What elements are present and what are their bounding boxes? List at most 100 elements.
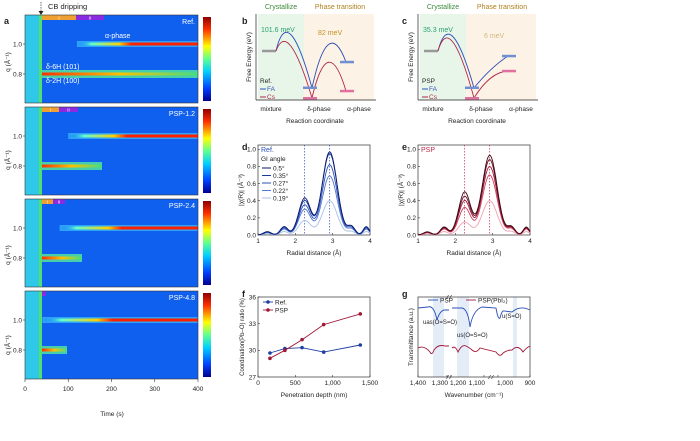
legend-marker: [266, 300, 270, 304]
ytick-label: 0.8: [13, 163, 22, 170]
cs-alpha-level: [340, 89, 354, 93]
panel-b-energy-diagram: Crystallize Phase transition Free Energy (…: [246, 4, 376, 125]
xtick-label: 4: [528, 238, 532, 245]
barrier-2-value: 82 meV: [318, 30, 342, 37]
series-line: [269, 313, 361, 359]
legend-fa: FA: [429, 86, 438, 93]
crystallize-title: Crystallize: [427, 4, 459, 11]
xtick-label: 1,200: [450, 380, 467, 387]
xtick-label: 3: [331, 238, 335, 245]
series-line: [257, 151, 371, 236]
heatmap-frame: [24, 14, 199, 104]
ytick-label: 27: [249, 374, 257, 381]
barrier-1-value: 101.6 meV: [261, 27, 295, 34]
plot-frame: [417, 296, 531, 378]
annotation-us: us(O=S=O): [457, 333, 488, 339]
ytick-label: 0.8: [247, 164, 256, 171]
x-category: mixture: [260, 106, 282, 113]
stage-i-bar: [42, 107, 59, 112]
annotation-u-s-o: u(S=O): [502, 314, 522, 320]
colorbar: [203, 109, 211, 193]
sample-tag: PSP: [421, 147, 435, 154]
heatmap-background: [25, 291, 198, 379]
x-axis-label: Radial distance (Å): [447, 248, 502, 257]
crystallize-title: Crystallize: [265, 4, 297, 11]
xtick-label: 2: [454, 238, 458, 245]
legend-title: Ref.: [260, 78, 272, 85]
xtick-label: 400: [193, 386, 204, 393]
legend-entry: 0.5°: [273, 164, 285, 172]
data-point: [358, 343, 363, 347]
xtick-label: 1,000: [497, 380, 514, 387]
x-axis-label: Radial distance (Å): [287, 248, 342, 257]
y-axis-label: Coordination(Pb–O) ratio (%): [240, 298, 246, 376]
ytick-label: 36: [249, 294, 257, 301]
heatmap-frame: [24, 106, 199, 196]
plot-frame: [257, 296, 371, 378]
ytick-label: 0.8: [13, 347, 22, 354]
phase-transition-title: Phase transition: [477, 4, 527, 11]
heatmap-early-region: [25, 291, 39, 379]
legend-psp-pbi2: PSP(PbI₂): [478, 298, 508, 305]
xtick-label: 1: [416, 238, 420, 245]
fa-alpha-level: [340, 60, 354, 64]
ytick-label: 30: [249, 348, 257, 355]
cb-dripping-line: [39, 291, 42, 379]
barrier-2-value: 6 meV: [484, 33, 505, 40]
x-axis-label: Penetration depth (nm): [281, 392, 347, 399]
stage-ii-bar: [42, 291, 46, 296]
ytick-label: 33: [249, 321, 257, 328]
stage-i-label: I: [50, 108, 51, 113]
series-line: [417, 159, 531, 236]
colorbar: [203, 293, 211, 377]
heatmap-frame: [24, 198, 199, 288]
xtick-label: 1,400: [410, 380, 427, 387]
fa-crystallize-curve: [437, 33, 475, 89]
delta-2h-label: δ-2H (100): [46, 78, 79, 85]
ytick-label: 0.8: [13, 71, 22, 78]
barrier-1-value: 35.3 meV: [423, 27, 453, 34]
heatmap-background: [25, 199, 198, 287]
cs-crystallize-curve: [437, 37, 475, 99]
delta-6h-label: δ-6H (101): [46, 64, 79, 71]
ytick-label: 1.0: [407, 147, 416, 154]
sample-label: Ref.: [182, 19, 195, 26]
series-line: [417, 174, 531, 236]
xtick-label: 100: [63, 386, 74, 393]
axis-break-mark: [446, 374, 452, 380]
ytick-label: 0.2: [247, 215, 256, 222]
stage-ii-label: II: [58, 200, 61, 205]
ytick-label: 0.2: [407, 215, 416, 222]
legend-entry: 0.19°: [273, 194, 289, 202]
plot-frame: [257, 144, 371, 236]
ytick-label: 1.0: [13, 41, 22, 48]
fa-alpha-level: [502, 54, 516, 58]
panel-g-label: g: [402, 289, 408, 299]
cb-dripping-line: [39, 107, 42, 195]
fa-delta-level: [303, 86, 317, 89]
sample-tag: Ref.: [261, 147, 274, 154]
delta-band: [42, 164, 102, 168]
xtick-label: 900: [525, 380, 536, 387]
crystallize-region: [258, 14, 304, 100]
panel-c-label: c: [402, 16, 407, 26]
xtick-label: 0: [256, 380, 260, 387]
panel-e-exafs-psp: 1 2 3 4 0.0 0.2 0.4 0.6 0.8 1.0 Radial distance (Å…: [396, 144, 532, 257]
x-category: α-phase: [509, 106, 533, 113]
ytick-label: 1.0: [13, 133, 22, 140]
legend-fa: FA: [267, 86, 276, 93]
crystallize-region: [420, 14, 466, 100]
legend-title: GI angle: [261, 156, 286, 163]
panel-c-energy-diagram: Crystallize Phase transition Free Energy (…: [408, 4, 538, 125]
x-category: mixture: [422, 106, 444, 113]
colorbar: [203, 201, 211, 285]
data-point: [300, 337, 304, 342]
x-category: δ-phase: [307, 106, 331, 113]
alpha-band: [68, 134, 198, 138]
stage-ii-label: II: [67, 108, 70, 113]
data-point: [268, 356, 272, 361]
legend-cs: Cs: [267, 94, 276, 101]
x-axis-label: Reaction coordinate: [448, 118, 506, 125]
